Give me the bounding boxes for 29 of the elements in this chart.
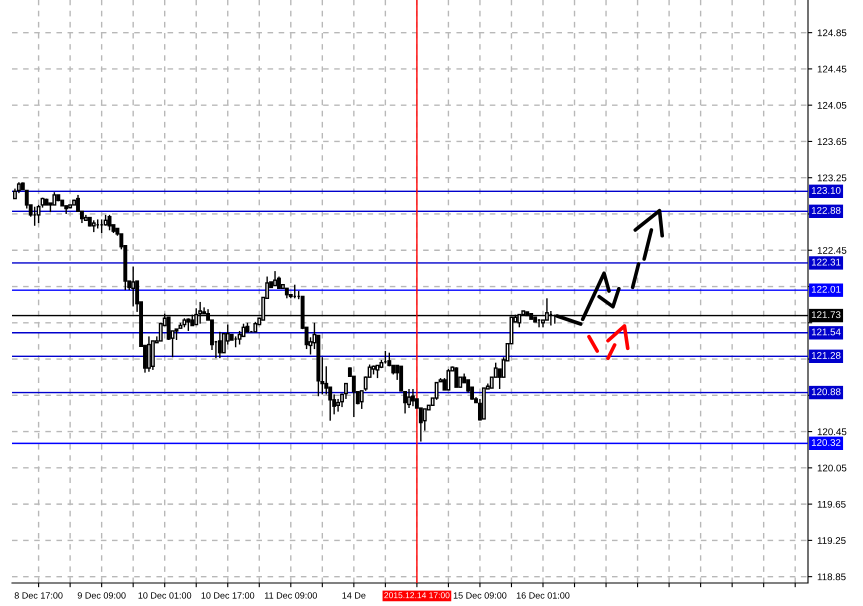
ref-line-label: 121.28 bbox=[812, 352, 840, 359]
y-tick-label: 124.45 bbox=[818, 66, 846, 73]
ref-line-label: 122.88 bbox=[812, 206, 840, 214]
x-tick-label: 8 Dec 17:00 bbox=[14, 592, 63, 599]
y-tick-label: 120.45 bbox=[818, 428, 846, 436]
ref-line-label: 121.54 bbox=[812, 328, 841, 336]
y-tick-label: 118.85 bbox=[818, 573, 846, 580]
ref-line-label: 120.88 bbox=[812, 388, 840, 396]
ref-line-label: 122.01 bbox=[812, 286, 840, 293]
y-tick-label: 119.25 bbox=[818, 537, 846, 544]
y-tick-label: 124.05 bbox=[818, 102, 846, 109]
x-tick-label: 10 Dec 17:00 bbox=[202, 592, 254, 599]
y-tick-label: 120.05 bbox=[818, 464, 846, 472]
x-tick-label: 9 Dec 09:00 bbox=[78, 592, 126, 599]
x-tick-label: 10 Dec 01:00 bbox=[138, 592, 192, 599]
y-tick-label: 123.25 bbox=[818, 174, 846, 182]
x-tick-label: 15 Dec 09:00 bbox=[454, 592, 506, 599]
y-tick-label: 123.65 bbox=[818, 138, 846, 146]
ref-line-label: 123.10 bbox=[812, 187, 841, 194]
x-tick-label: 16 Dec 01:00 bbox=[516, 592, 570, 599]
y-tick-label: 124.85 bbox=[818, 29, 846, 36]
x-tick-label: 14 De bbox=[342, 592, 366, 599]
x-tick-label: 11 Dec 09:00 bbox=[264, 592, 317, 599]
ref-line-label: 120.32 bbox=[812, 439, 840, 446]
ref-line-label: 121.73 bbox=[812, 311, 840, 318]
y-tick-label: 122.45 bbox=[818, 246, 846, 254]
y-tick-label: 119.65 bbox=[818, 500, 846, 508]
ref-line-label: 122.31 bbox=[812, 258, 840, 266]
x-tick-label: 2015.12.14 17:00 bbox=[384, 592, 450, 598]
